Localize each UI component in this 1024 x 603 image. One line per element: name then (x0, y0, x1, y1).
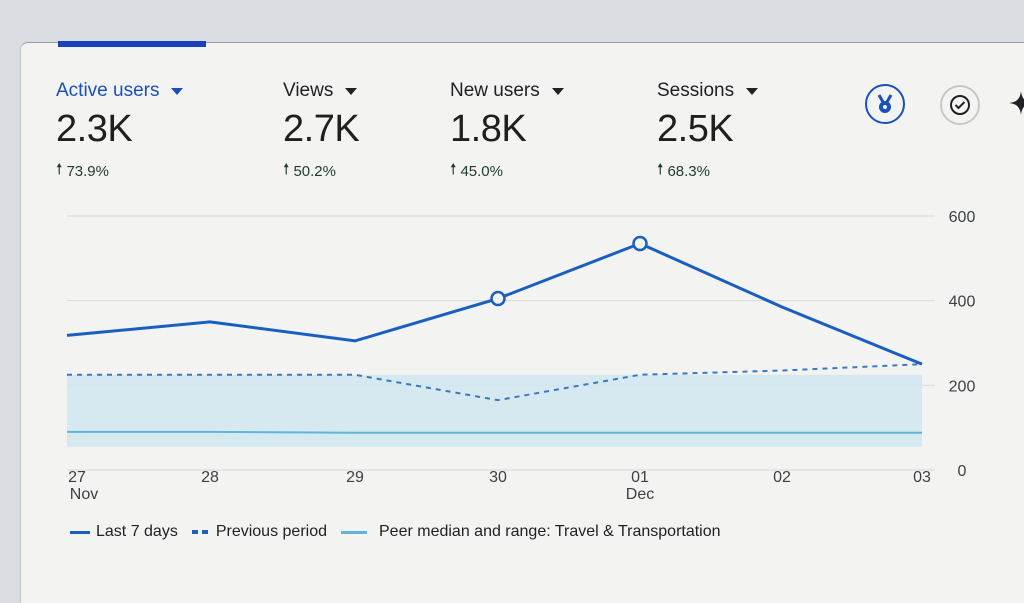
dropdown-caret-icon[interactable] (171, 87, 184, 95)
x-tick-label: 01 (631, 469, 649, 486)
delta-text: 68.3% (667, 163, 710, 180)
x-tick-sublabel: Dec (626, 486, 654, 503)
y-tick-label: 600 (949, 209, 976, 226)
metric-delta: 🠕 73.9% (56, 159, 183, 184)
data-point-marker[interactable] (632, 235, 648, 252)
arrow-up-icon: 🠕 (657, 161, 664, 178)
metric-value: 1.8K (450, 108, 527, 150)
arrow-up-icon: 🠕 (283, 161, 290, 178)
metric-value: 2.5K (657, 108, 734, 150)
arrow-up-icon: 🠕 (450, 161, 457, 178)
medal-icon (877, 94, 893, 113)
x-tick-label: 29 (346, 469, 364, 486)
metric-label[interactable]: Sessions (657, 80, 759, 102)
metric-views[interactable]: Views 2.7K 🠕 50.2% (283, 80, 360, 184)
metric-delta: 🠕 45.0% (450, 159, 564, 184)
metric-active-users[interactable]: Active users 2.3K 🠕 73.9% (56, 80, 184, 184)
check-button[interactable] (940, 85, 980, 125)
metric-label[interactable]: Views (283, 80, 359, 102)
check-circle-icon (950, 95, 970, 115)
metric-label-text: New users (450, 80, 540, 101)
solid-line-swatch-icon (70, 530, 90, 534)
sparkle-icon (1009, 91, 1024, 115)
x-tick-label: 02 (773, 469, 791, 486)
peer-range-band (67, 374, 922, 447)
dropdown-caret-icon[interactable] (345, 87, 358, 95)
dashed-line-swatch-icon (191, 530, 208, 534)
y-axis: 0 200 400 600 (949, 209, 976, 480)
arrow-up-icon: 🠕 (56, 161, 63, 178)
active-tab-indicator (58, 41, 206, 47)
legend-label: Last 7 days (96, 523, 178, 540)
metric-value: 2.7K (283, 108, 360, 150)
delta-text: 73.9% (66, 163, 109, 180)
legend-item-last-7-days[interactable]: Last 7 days (70, 523, 178, 541)
metric-label-text: Views (283, 80, 334, 101)
chart-series (66, 235, 923, 434)
peer-line-swatch-icon (341, 530, 367, 534)
legend-item-previous-period[interactable]: Previous period (191, 523, 327, 541)
metric-label-text: Sessions (657, 80, 735, 101)
x-tick-label: 03 (913, 469, 931, 486)
metric-label[interactable]: Active users (56, 80, 184, 102)
y-tick-label: 400 (949, 294, 976, 311)
peer-median-line (67, 430, 922, 434)
sparkle-button[interactable] (1008, 90, 1024, 121)
x-tick-label: 30 (489, 469, 507, 486)
previous-period-line (67, 363, 923, 402)
insights-button[interactable] (865, 84, 905, 124)
legend-label: Previous period (215, 523, 327, 540)
legend-label: Peer median and range: Travel & Transpor… (379, 523, 721, 540)
y-tick-label: 0 (958, 463, 967, 480)
metric-value: 2.3K (56, 108, 133, 150)
x-tick-sublabel: Nov (70, 486, 98, 503)
x-tick-label: 27 (68, 469, 86, 486)
delta-text: 50.2% (293, 163, 336, 180)
metric-delta: 🠕 50.2% (283, 159, 359, 184)
dropdown-caret-icon[interactable] (551, 87, 564, 95)
metric-new-users[interactable]: New users 1.8K 🠕 45.0% (450, 80, 564, 184)
delta-text: 45.0% (460, 163, 503, 180)
metric-label-text: Active users (56, 80, 160, 101)
chart-legend: Last 7 days Previous period Peer median … (70, 523, 735, 541)
metric-sessions[interactable]: Sessions 2.5K 🠕 68.3% (657, 80, 759, 184)
y-tick-label: 200 (949, 378, 976, 395)
dropdown-caret-icon[interactable] (746, 87, 759, 95)
metric-label[interactable]: New users (450, 80, 564, 102)
legend-item-peer-median[interactable]: Peer median and range: Travel & Transpor… (341, 523, 721, 541)
x-tick-label: 28 (201, 469, 219, 486)
data-point-marker[interactable] (490, 290, 506, 307)
metric-delta: 🠕 68.3% (657, 159, 758, 184)
